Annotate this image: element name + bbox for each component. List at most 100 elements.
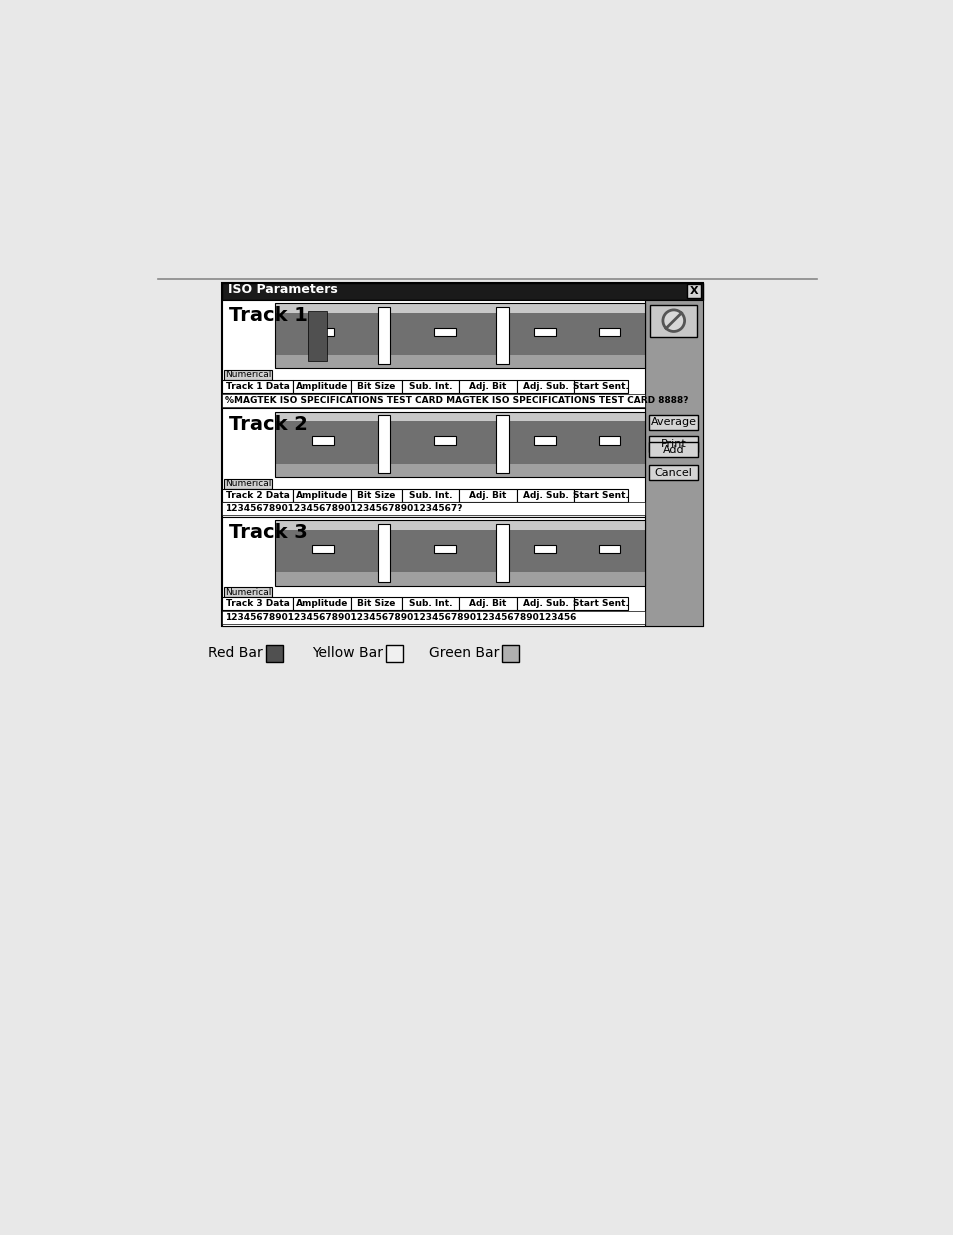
Text: Track 1 Data: Track 1 Data	[226, 382, 289, 391]
Bar	[598, 327, 619, 336]
Bar	[434, 327, 456, 336]
Bar	[222, 489, 293, 501]
Text: Adj. Sub.: Adj. Sub.	[522, 382, 568, 391]
Bar	[293, 597, 351, 610]
Text: Add: Add	[662, 445, 684, 454]
Bar	[274, 356, 644, 358]
Bar	[534, 545, 556, 553]
Bar	[312, 545, 334, 553]
Bar	[266, 645, 282, 662]
Bar	[312, 327, 334, 336]
Bar	[224, 587, 272, 597]
Text: %MAGTEK ISO SPECIFICATIONS TEST CARD MAGTEK ISO SPECIFICATIONS TEST CARD 8888?: %MAGTEK ISO SPECIFICATIONS TEST CARD MAG…	[224, 396, 687, 405]
Bar	[274, 520, 644, 530]
Text: Green Bar: Green Bar	[428, 646, 498, 661]
Bar	[222, 611, 644, 624]
Bar	[401, 597, 458, 610]
Bar	[222, 283, 702, 300]
Bar	[517, 597, 574, 610]
Bar	[351, 597, 401, 610]
Bar	[312, 436, 334, 445]
Bar	[458, 597, 517, 610]
Text: Adj. Bit: Adj. Bit	[469, 490, 506, 500]
Text: Track 3: Track 3	[229, 524, 307, 542]
Text: Track 3 Data: Track 3 Data	[226, 599, 289, 608]
Bar	[517, 380, 574, 393]
Text: Numerical: Numerical	[225, 588, 271, 597]
Bar	[649, 436, 698, 452]
Text: Sub. Int.: Sub. Int.	[409, 382, 452, 391]
Bar	[224, 478, 272, 489]
Bar	[274, 520, 644, 585]
Text: ISO Parameters: ISO Parameters	[228, 283, 337, 296]
Text: Bit Size: Bit Size	[356, 599, 395, 608]
Bar	[222, 394, 644, 406]
Bar	[293, 380, 351, 393]
Bar	[222, 409, 644, 517]
Bar	[274, 411, 644, 477]
Bar	[649, 415, 698, 430]
Bar	[377, 415, 390, 473]
Text: Bit Size: Bit Size	[356, 490, 395, 500]
Bar	[385, 645, 402, 662]
Text: Track 2 Data: Track 2 Data	[226, 490, 289, 500]
Bar	[222, 517, 644, 626]
Text: 1234567890123456789012345678901234567?: 1234567890123456789012345678901234567?	[224, 504, 461, 514]
Bar	[649, 442, 698, 457]
Bar	[574, 597, 627, 610]
Text: Adj. Bit: Adj. Bit	[469, 599, 506, 608]
Text: Yellow Bar: Yellow Bar	[312, 646, 382, 661]
Bar	[274, 464, 644, 467]
Text: Numerical: Numerical	[225, 479, 271, 488]
Bar	[222, 283, 702, 626]
Bar	[274, 573, 644, 576]
Bar	[458, 380, 517, 393]
Bar	[308, 311, 327, 361]
Bar	[574, 380, 627, 393]
Text: Start Sent.: Start Sent.	[573, 382, 628, 391]
Text: Sub. Int.: Sub. Int.	[409, 599, 452, 608]
Bar	[224, 370, 272, 380]
Bar	[274, 464, 644, 477]
Text: Amplitude: Amplitude	[295, 490, 348, 500]
Bar	[686, 284, 700, 299]
Text: Start Sent.: Start Sent.	[573, 490, 628, 500]
Bar	[496, 524, 508, 582]
Bar	[274, 411, 644, 421]
Bar	[534, 327, 556, 336]
Bar	[222, 300, 644, 409]
Bar	[274, 312, 644, 356]
Bar	[222, 597, 293, 610]
Text: 12345678901234567890123456789012345678901234567890123456: 1234567890123456789012345678901234567890…	[224, 613, 576, 622]
Text: Track 1: Track 1	[229, 306, 307, 325]
Bar	[649, 466, 698, 480]
Bar	[534, 436, 556, 445]
Bar	[351, 380, 401, 393]
Text: X: X	[689, 287, 698, 296]
Bar	[401, 380, 458, 393]
Bar	[598, 436, 619, 445]
Bar	[274, 303, 644, 368]
Bar	[274, 303, 644, 312]
Bar	[649, 305, 697, 337]
Text: Start Sent.: Start Sent.	[573, 599, 628, 608]
Text: Print: Print	[660, 438, 686, 448]
Text: Amplitude: Amplitude	[295, 599, 348, 608]
Bar	[222, 380, 293, 393]
Bar	[377, 306, 390, 364]
Bar	[351, 489, 401, 501]
Bar	[644, 300, 702, 626]
Bar	[496, 306, 508, 364]
Text: Numerical: Numerical	[225, 370, 271, 379]
Bar	[274, 421, 644, 464]
Text: Cancel: Cancel	[654, 468, 692, 478]
Bar	[458, 489, 517, 501]
Bar	[274, 356, 644, 368]
Text: Red Bar: Red Bar	[208, 646, 262, 661]
Bar	[401, 489, 458, 501]
Bar	[574, 489, 627, 501]
Bar	[501, 645, 518, 662]
Bar	[274, 573, 644, 585]
Circle shape	[662, 310, 684, 331]
Bar	[598, 545, 619, 553]
